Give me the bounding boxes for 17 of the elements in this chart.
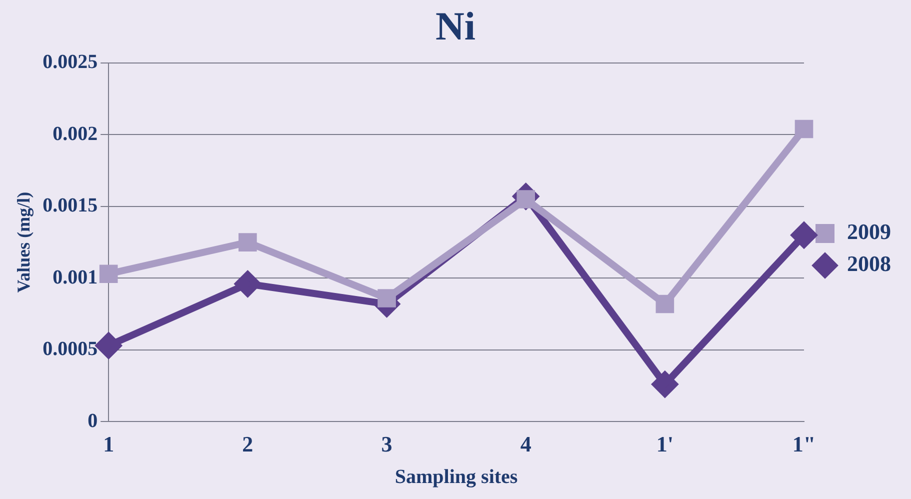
legend-label: 2008	[847, 251, 891, 276]
x-tick-label: 1	[103, 431, 114, 456]
x-axis-title: Sampling sites	[394, 466, 518, 488]
chart-title: Ni	[436, 3, 476, 48]
y-tick-label: 0.0025	[42, 51, 98, 74]
x-tick-label: 3	[381, 431, 392, 456]
y-tick-label: 0.001	[52, 266, 98, 288]
y-tick-label: 0.002	[52, 122, 98, 145]
y-tick-label: 0	[88, 410, 98, 432]
x-tick-label: 2	[242, 431, 254, 456]
y-tick-label: 0.0015	[42, 194, 98, 217]
legend-label: 2009	[847, 219, 891, 244]
x-tick-label: 1"	[792, 431, 816, 456]
x-tick-label: 4	[520, 431, 532, 456]
x-tick-label: 1'	[656, 431, 674, 456]
y-axis-title: Values (mg/l)	[13, 192, 34, 293]
y-tick-label: 0.0005	[42, 338, 98, 360]
